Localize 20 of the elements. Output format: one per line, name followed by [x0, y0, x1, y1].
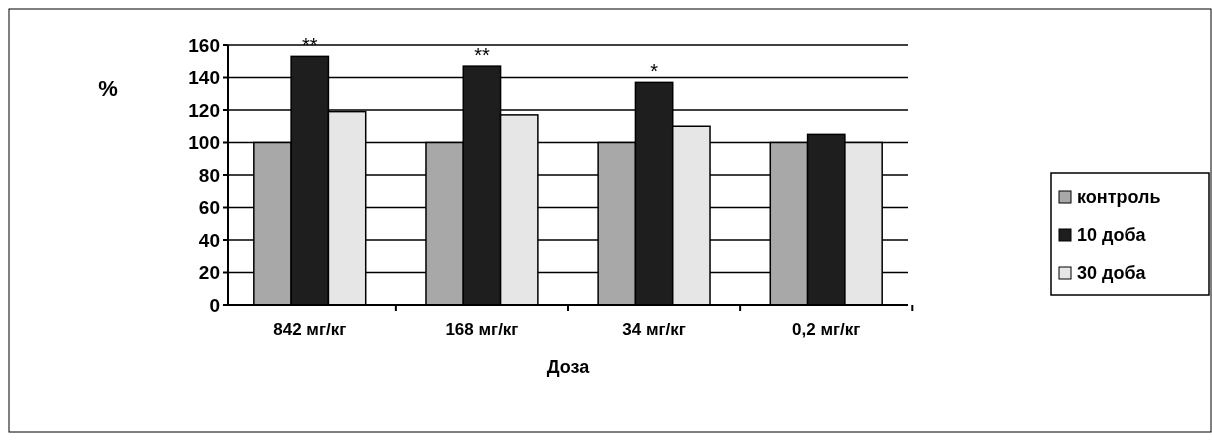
x-tick-label: 842 мг/кг	[273, 320, 347, 339]
y-tick-label: 0	[209, 294, 220, 316]
y-tick-label: 40	[198, 229, 220, 251]
y-axis-title: %	[98, 76, 118, 101]
x-tick-label: 168 мг/кг	[445, 320, 519, 339]
y-tick-label: 140	[188, 67, 220, 89]
x-axis-title: Доза	[546, 357, 591, 377]
legend-label: 30 доба	[1077, 263, 1147, 284]
annotation: **	[474, 44, 490, 67]
y-tick-label: 20	[198, 262, 220, 284]
y-tick-label: 60	[198, 197, 220, 219]
x-tick-label: 0,2 мг/кг	[792, 320, 861, 339]
legend-label: 10 доба	[1077, 225, 1147, 246]
legend-label: контроль	[1077, 187, 1161, 208]
annotation: *	[650, 60, 659, 83]
x-tick-label: 34 мг/кг	[622, 320, 686, 339]
y-tick-label: 80	[198, 164, 220, 186]
y-tick-label: 160	[188, 34, 220, 56]
y-tick-label: 120	[188, 99, 220, 121]
y-tick-label: 100	[188, 132, 220, 154]
